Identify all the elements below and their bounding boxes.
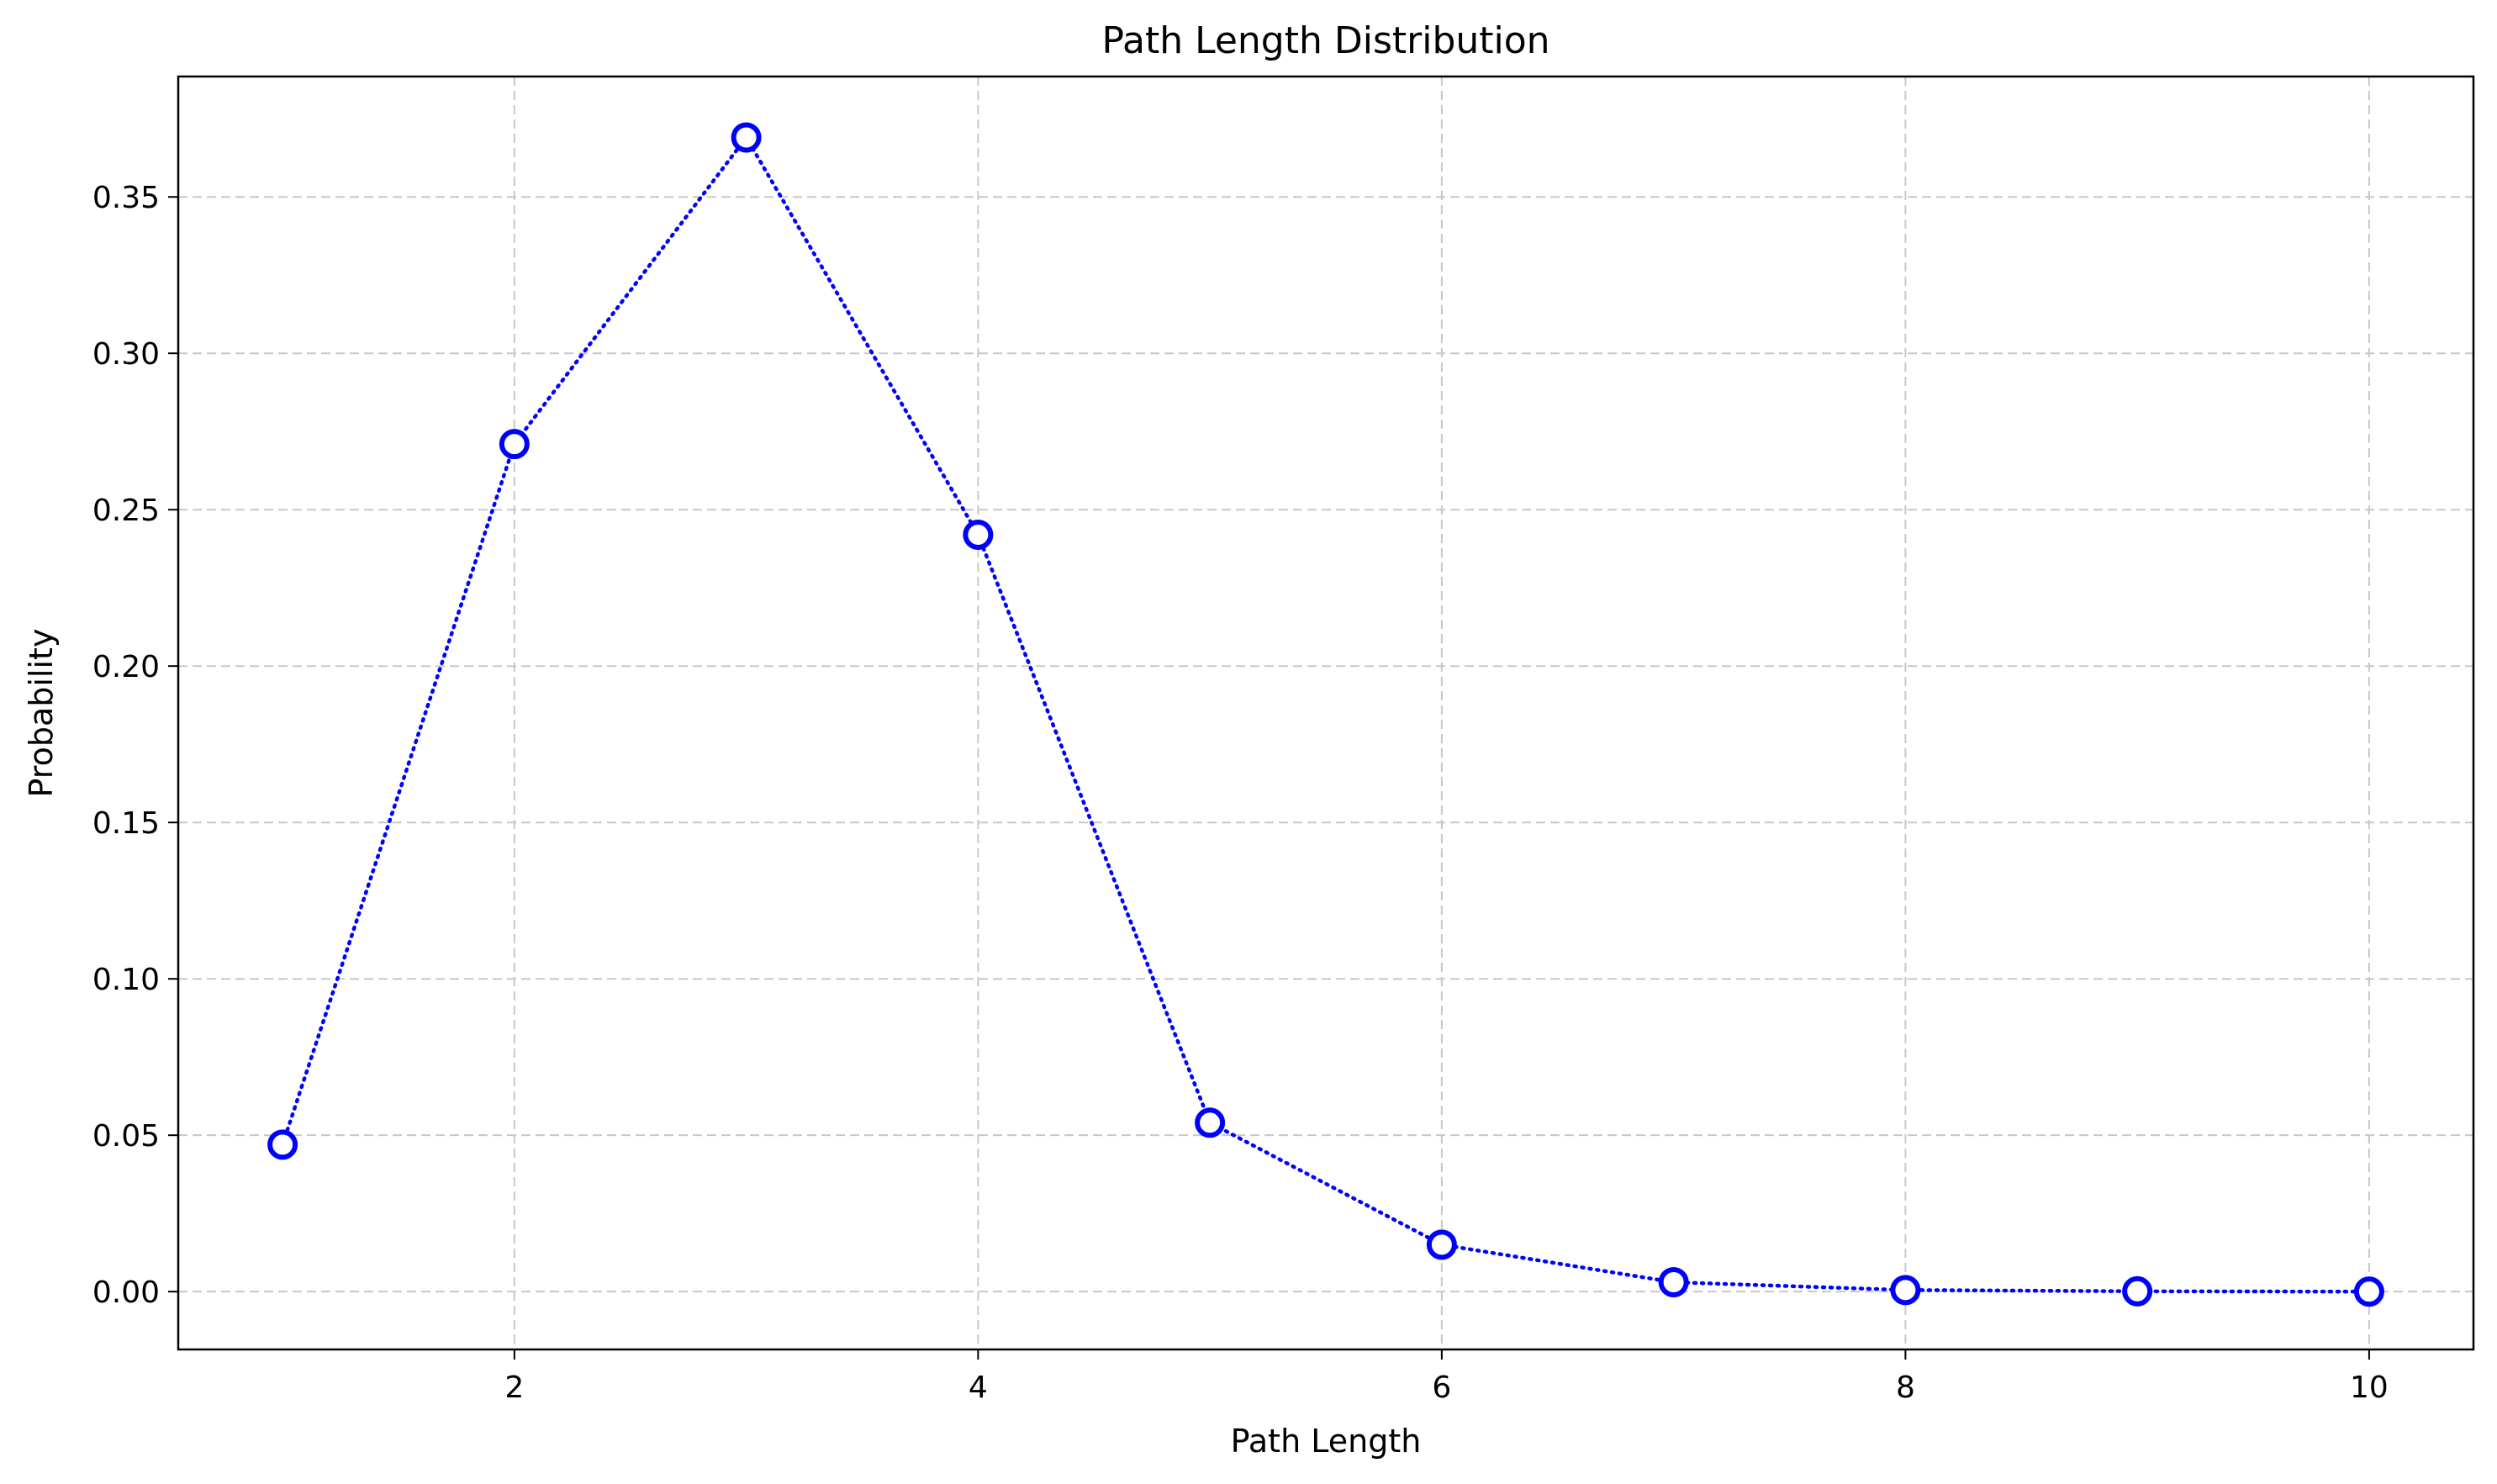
series-markers — [267, 122, 2384, 1307]
y-tick-label: 0.15 — [92, 806, 160, 841]
series-polyline — [280, 134, 2372, 1294]
x-axis-label: Path Length — [1231, 1423, 1422, 1460]
series-line — [280, 134, 2372, 1294]
y-tick-label: 0.25 — [92, 494, 160, 528]
y-tick-label: 0.05 — [92, 1119, 160, 1154]
x-axis-ticks: 2 4 6 8 10 — [504, 1349, 2389, 1405]
data-point — [1426, 1229, 1457, 1260]
y-tick-label: 0.35 — [92, 181, 160, 215]
y-tick-label: 0.30 — [92, 337, 160, 372]
data-point — [267, 1129, 298, 1160]
y-axis-ticks: 0.00 0.05 0.10 0.15 0.20 0.25 0.30 0.35 — [92, 181, 178, 1310]
data-point — [1890, 1275, 1921, 1306]
data-point — [499, 429, 530, 460]
x-tick-label: 10 — [2350, 1370, 2389, 1405]
data-point — [2353, 1276, 2384, 1307]
chart-title: Path Length Distribution — [1101, 19, 1549, 62]
plot-frame — [177, 75, 2475, 1351]
y-axis-label: Probability — [23, 629, 60, 798]
y-tick-label: 0.20 — [92, 650, 160, 684]
data-point — [2122, 1275, 2153, 1307]
grid — [178, 77, 2473, 1349]
data-point — [963, 519, 994, 550]
y-tick-label: 0.00 — [92, 1275, 160, 1310]
data-point — [731, 122, 762, 153]
data-point — [1658, 1267, 1689, 1298]
x-tick-label: 8 — [1896, 1370, 1915, 1405]
y-tick-label: 0.10 — [92, 963, 160, 997]
x-tick-label: 6 — [1432, 1370, 1451, 1405]
data-point — [1195, 1107, 1226, 1138]
x-tick-label: 4 — [969, 1370, 988, 1405]
x-tick-label: 2 — [504, 1370, 524, 1405]
